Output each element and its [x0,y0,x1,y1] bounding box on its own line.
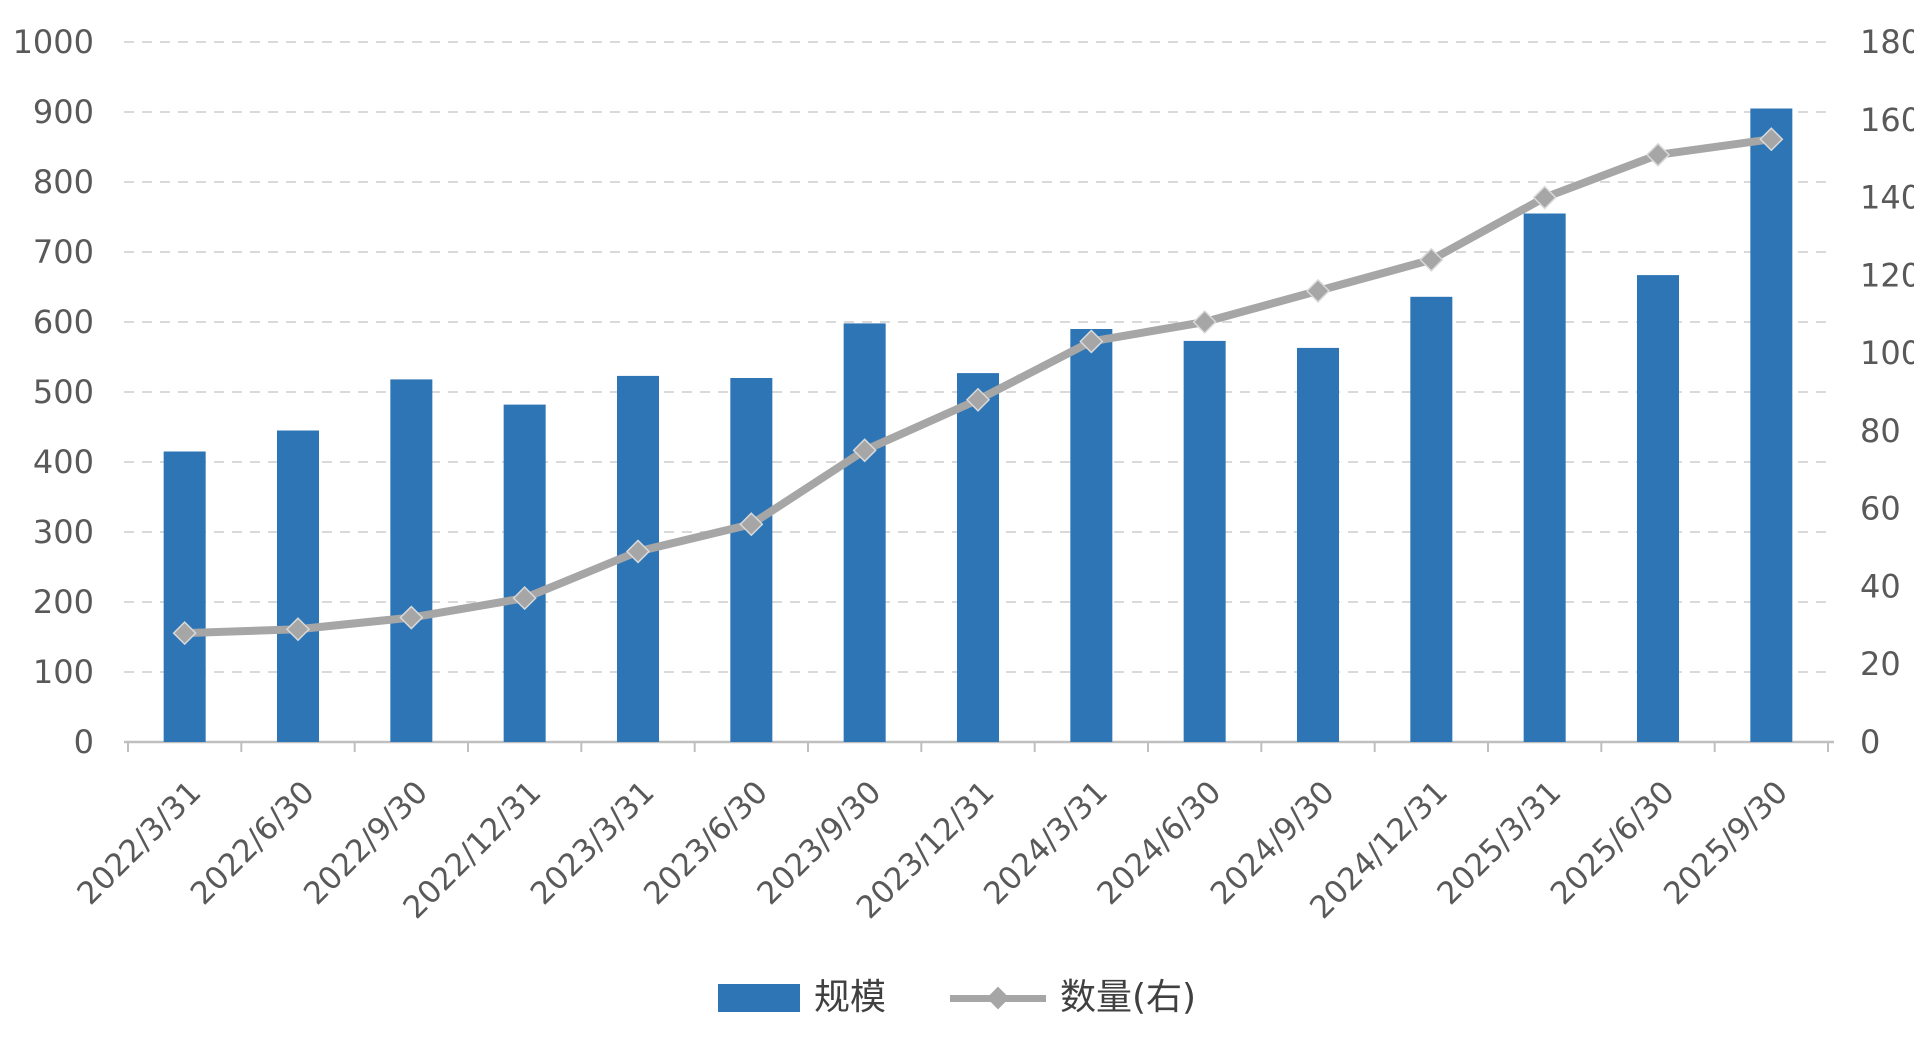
right-axis-tick-label: 60 [1860,490,1901,528]
legend-diamond-icon [986,986,1010,1010]
diamond-marker [1079,329,1104,354]
right-axis-tick-label: 140 [1860,179,1914,217]
left-axis-tick-label: 100 [33,653,94,691]
right-axis-tick-label: 120 [1860,256,1914,294]
right-axis-tick-label: 20 [1860,645,1901,683]
bar [1183,340,1226,742]
diamond-marker [1192,309,1217,335]
bar [390,379,433,742]
left-axis-tick-label: 800 [33,163,94,201]
left-axis-tick-label: 1000 [13,23,94,61]
diamond-marker [965,387,991,412]
diamond-marker [1532,185,1557,210]
left-axis-tick-label: 400 [33,443,94,481]
bar [730,378,773,742]
diamond-marker [1305,278,1331,303]
right-axis-tick-label: 180 [1860,23,1914,61]
bar [163,451,206,742]
diamond-marker [512,586,537,611]
diamond-marker [852,438,877,463]
bar [1750,108,1793,742]
diamond-marker [1419,247,1444,272]
left-axis-tick-label: 600 [33,303,94,341]
bar [1410,296,1453,742]
legend-item: 规模 [717,977,886,1018]
right-axis-tick-label: 160 [1860,101,1914,139]
left-axis-tick-label: 500 [33,373,94,411]
right-axis-tick-label: 80 [1860,412,1901,450]
legend-line-swatch-icon [949,984,1046,1012]
diamond-marker [399,605,424,630]
diamond-marker [1645,142,1671,167]
diamond-marker [172,621,197,646]
left-axis-tick-label: 0 [74,723,94,761]
bar [843,323,886,742]
legend-item: 数量(右) [949,977,1197,1018]
bar [503,404,546,742]
combo-chart-plot: 0 100 200 300 400 500 600 700 800 900 1000 0 20 40 60 8… [13,23,1914,926]
bar [957,373,999,742]
left-axis-tick-label: 300 [33,513,94,551]
chart-legend: 规模 数量(右) [0,958,1914,1038]
legend-label: 规模 [813,977,886,1018]
bar [1070,329,1113,742]
x-axis-category-label: 2025/9/30 [1657,774,1795,912]
legend-label: 数量(右) [1059,977,1197,1018]
right-axis-tick-label: 40 [1860,567,1901,605]
left-axis-tick-label: 700 [33,233,94,271]
diamond-marker [625,539,651,564]
bar [1637,275,1679,742]
bar [277,430,319,742]
right-axis-tick-label: 0 [1860,723,1880,761]
bar [1297,347,1339,742]
bar [1523,213,1566,742]
left-axis-tick-label: 200 [33,583,94,621]
diamond-marker [285,617,311,642]
diamond-marker [1759,127,1784,152]
legend-bar-swatch-icon [717,984,800,1012]
right-axis-tick-label: 100 [1860,334,1914,372]
diamond-marker [739,512,764,537]
left-axis-tick-label: 900 [33,93,94,131]
